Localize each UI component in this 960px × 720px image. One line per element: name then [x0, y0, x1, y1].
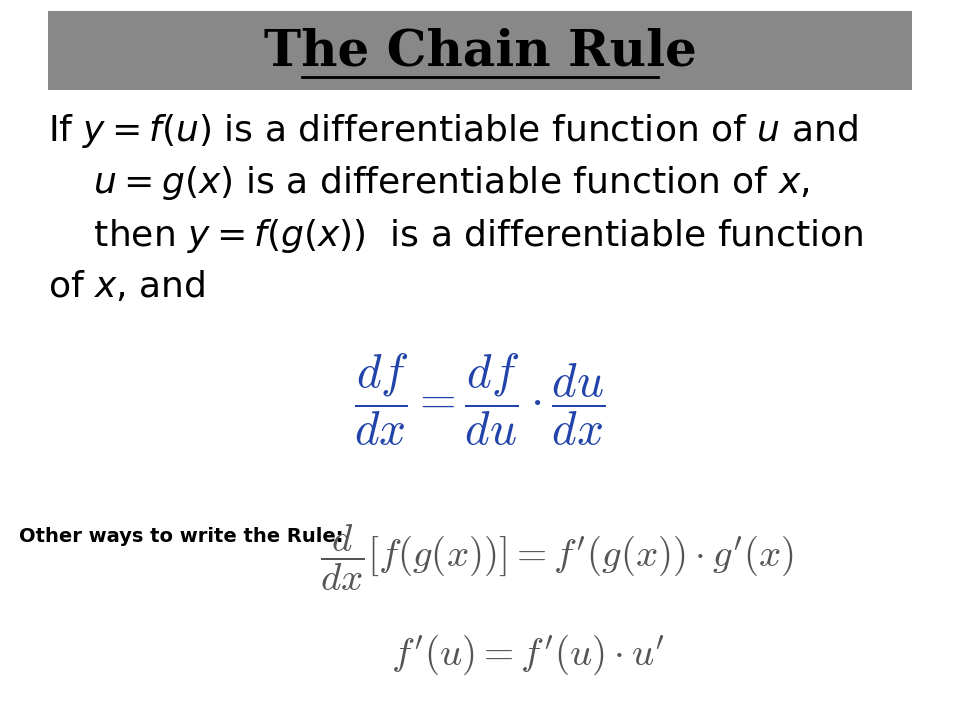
Text: Other ways to write the Rule:: Other ways to write the Rule:	[19, 527, 344, 546]
Text: $\dfrac{d}{dx}\left[f(g(x))\right] = f'(g(x)) \cdot g'(x)$: $\dfrac{d}{dx}\left[f(g(x))\right] = f'(…	[320, 523, 794, 593]
Text: of $x$, and: of $x$, and	[48, 269, 205, 305]
FancyBboxPatch shape	[48, 11, 912, 90]
Text: $f'(u) = f'(u) \cdot u'$: $f'(u) = f'(u) \cdot u'$	[391, 633, 665, 678]
Text: $\dfrac{df}{dx} = \dfrac{df}{du} \cdot \dfrac{du}{dx}$: $\dfrac{df}{dx} = \dfrac{df}{du} \cdot \…	[354, 351, 606, 449]
Text: The Chain Rule: The Chain Rule	[264, 27, 696, 76]
Text: If $y = f(u)$ is a differentiable function of $u$ and: If $y = f(u)$ is a differentiable functi…	[48, 112, 858, 150]
Text: $u = g(x)$ is a differentiable function of $x$,: $u = g(x)$ is a differentiable function …	[48, 164, 809, 202]
Text: then $y = f(g(x))$  is a differentiable function: then $y = f(g(x))$ is a differentiable f…	[48, 217, 864, 255]
